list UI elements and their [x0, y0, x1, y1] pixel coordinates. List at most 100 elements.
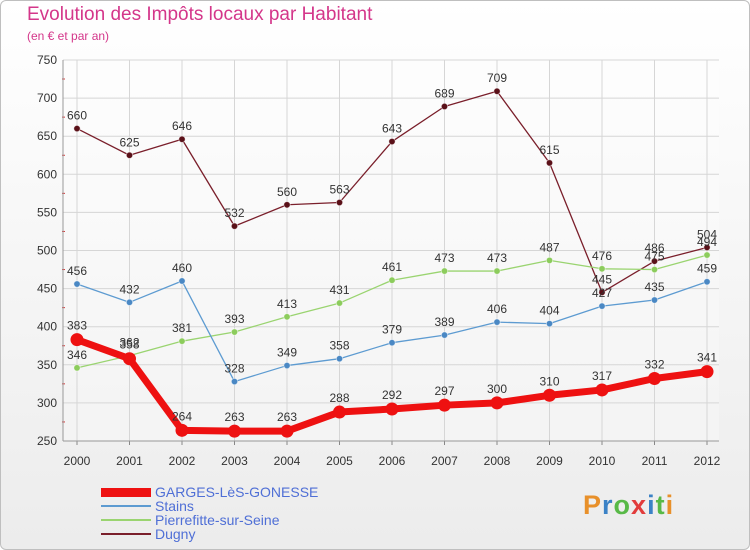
- data-point-pierrefitte-sur-seine: [388, 276, 396, 284]
- data-label-stains: 459: [697, 262, 717, 276]
- data-label-stains: 404: [539, 304, 559, 318]
- data-label-garges-l-s-gonesse: 341: [697, 351, 717, 365]
- data-label-pierrefitte-sur-seine: 393: [224, 312, 244, 326]
- x-tick-label: 2004: [274, 454, 301, 468]
- data-label-pierrefitte-sur-seine: 473: [487, 251, 507, 265]
- data-point-stains: [493, 318, 501, 326]
- legend-label-garges: GARGES-LèS-GONESSE: [155, 484, 319, 500]
- x-tick-label: 2008: [484, 454, 511, 468]
- data-point-pierrefitte-sur-seine: [598, 265, 606, 273]
- data-point-pierrefitte-sur-seine: [230, 328, 239, 336]
- data-label-dugny: 709: [487, 71, 507, 85]
- data-label-dugny: 504: [697, 227, 717, 241]
- data-point-stains: [598, 302, 606, 310]
- legend-item-dugny[interactable]: Dugny: [101, 526, 361, 542]
- data-point-garges-l-s-gonesse: [490, 396, 504, 410]
- data-point-stains: [440, 331, 449, 339]
- logo-letter: r: [602, 490, 614, 520]
- x-tick-label: 2006: [379, 454, 406, 468]
- data-point-garges-l-s-gonesse: [438, 398, 451, 412]
- data-label-stains: 389: [434, 315, 454, 329]
- data-label-dugny: 563: [329, 182, 349, 196]
- data-point-pierrefitte-sur-seine: [283, 313, 291, 321]
- data-label-dugny: 615: [539, 143, 559, 157]
- data-point-dugny: [335, 198, 344, 207]
- legend-label-dugny: Dugny: [155, 526, 196, 542]
- data-point-stains: [73, 280, 81, 288]
- x-tick-label: 2000: [64, 454, 91, 468]
- data-point-pierrefitte-sur-seine: [440, 267, 449, 275]
- data-label-dugny: 689: [434, 86, 454, 100]
- data-point-stains: [335, 355, 344, 363]
- data-point-stains: [125, 298, 134, 306]
- data-point-dugny: [73, 124, 81, 133]
- y-tick-label: 750: [37, 53, 57, 67]
- y-tick-label: 450: [37, 282, 57, 296]
- y-tick-label: 550: [37, 205, 57, 219]
- x-tick-label: 2009: [536, 454, 563, 468]
- data-label-stains: 427: [592, 286, 612, 300]
- logo-letter: o: [613, 490, 632, 520]
- data-point-stains: [388, 339, 396, 347]
- data-label-dugny: 660: [67, 109, 87, 123]
- data-point-stains: [545, 320, 554, 328]
- legend-item-stains[interactable]: Stains: [101, 498, 361, 514]
- logo-letter: i: [647, 490, 656, 520]
- y-tick-label: 650: [37, 129, 57, 143]
- legend-item-pierrefitte[interactable]: Pierrefitte-sur-Seine: [101, 512, 361, 528]
- data-label-garges-l-s-gonesse: 297: [434, 384, 454, 398]
- x-tick-label: 2012: [694, 454, 721, 468]
- data-point-garges-l-s-gonesse: [70, 333, 84, 347]
- data-point-pierrefitte-sur-seine: [493, 267, 501, 275]
- data-label-stains: 349: [277, 346, 297, 360]
- data-point-garges-l-s-gonesse: [700, 365, 714, 379]
- data-label-garges-l-s-gonesse: 288: [329, 391, 349, 405]
- data-point-dugny: [493, 87, 501, 95]
- data-point-pierrefitte-sur-seine: [545, 256, 554, 265]
- data-point-pierrefitte-sur-seine: [335, 299, 344, 307]
- proxiti-logo: Proxiti: [583, 490, 674, 521]
- data-point-garges-l-s-gonesse: [543, 388, 556, 402]
- data-point-garges-l-s-gonesse: [280, 424, 294, 438]
- legend-item-garges[interactable]: GARGES-LèS-GONESSE: [101, 484, 361, 500]
- data-point-dugny: [125, 151, 134, 159]
- logo-letter: P: [583, 490, 603, 520]
- x-tick-label: 2002: [169, 454, 196, 468]
- legend-swatch-garges: [101, 488, 151, 497]
- data-label-stains: 435: [644, 280, 664, 294]
- data-point-dugny: [283, 201, 291, 209]
- data-label-dugny: 532: [224, 206, 244, 220]
- x-tick-label: 2007: [431, 454, 458, 468]
- data-point-stains: [703, 278, 711, 286]
- data-point-stains: [650, 296, 659, 304]
- x-tick-label: 2003: [221, 454, 248, 468]
- logo-letter: i: [665, 490, 675, 520]
- data-label-dugny: 625: [119, 135, 139, 149]
- legend-label-pierrefitte: Pierrefitte-sur-Seine: [155, 512, 280, 528]
- data-label-pierrefitte-sur-seine: 346: [67, 348, 87, 362]
- data-point-dugny: [388, 137, 396, 146]
- data-label-stains: 432: [119, 282, 139, 296]
- logo-letter: x: [631, 490, 648, 520]
- data-label-pierrefitte-sur-seine: 461: [382, 260, 402, 274]
- y-tick-label: 400: [37, 320, 57, 334]
- data-label-pierrefitte-sur-seine: 473: [434, 251, 454, 265]
- data-point-dugny: [178, 135, 186, 143]
- chart-title: Evolution des Impôts locaux par Habitant: [27, 4, 373, 25]
- data-point-garges-l-s-gonesse: [648, 372, 661, 386]
- data-label-stains: 358: [329, 339, 349, 353]
- data-point-stains: [178, 277, 186, 285]
- data-label-dugny: 445: [592, 272, 612, 286]
- data-label-stains: 328: [224, 362, 244, 376]
- data-label-pierrefitte-sur-seine: 494: [697, 235, 717, 249]
- data-point-garges-l-s-gonesse: [123, 352, 136, 366]
- data-label-dugny: 643: [382, 122, 402, 136]
- data-label-dugny: 486: [644, 241, 664, 255]
- data-label-pierrefitte-sur-seine: 476: [592, 249, 612, 263]
- data-label-dugny: 646: [172, 119, 192, 133]
- data-label-garges-l-s-gonesse: 264: [172, 409, 192, 423]
- y-tick-label: 500: [37, 244, 57, 258]
- data-point-garges-l-s-gonesse: [333, 405, 346, 419]
- logo-letter: t: [655, 490, 666, 520]
